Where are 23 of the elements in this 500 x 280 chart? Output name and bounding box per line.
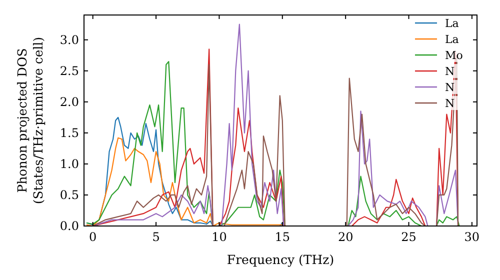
x-tick-label: 20 <box>338 230 354 244</box>
legend-label: N <box>445 97 455 110</box>
x-tick-label: 0 <box>89 230 97 244</box>
x-tick-label: 15 <box>274 230 290 244</box>
y-tick-label: 2.0 <box>60 94 79 109</box>
line-series <box>86 137 287 226</box>
legend-label: La <box>445 33 460 46</box>
legend-label: N <box>445 81 455 94</box>
x-tick-label: 30 <box>464 230 480 244</box>
legend-label: N <box>445 65 455 78</box>
y-tick-label: 3.0 <box>60 32 79 47</box>
y-tick-label: 0.0 <box>60 219 79 233</box>
x-axis-title: Frequency (THz) <box>226 252 334 267</box>
legend-label: La <box>445 17 460 30</box>
y-tick-label: 1.0 <box>60 156 79 171</box>
x-tick-label: 25 <box>401 230 416 244</box>
y-tick-label: 1.5 <box>60 126 79 140</box>
y-tick-label: 0.5 <box>60 188 79 202</box>
x-tick-label: 5 <box>152 230 160 244</box>
y-tick-label: 2.5 <box>60 64 79 78</box>
legend-label: Mo <box>445 49 464 62</box>
x-tick-label: 10 <box>212 230 227 244</box>
y-axis-title: Phonon projected DOS (States/THz·primitive cell) <box>14 36 46 204</box>
